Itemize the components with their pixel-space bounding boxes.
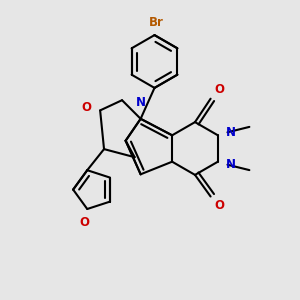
- Text: O: O: [214, 199, 224, 212]
- Text: N: N: [226, 158, 236, 171]
- Text: O: O: [82, 101, 92, 114]
- Text: O: O: [79, 216, 89, 229]
- Text: O: O: [214, 83, 224, 96]
- Text: N: N: [226, 126, 236, 140]
- Text: Br: Br: [148, 16, 164, 28]
- Text: N: N: [136, 96, 146, 109]
